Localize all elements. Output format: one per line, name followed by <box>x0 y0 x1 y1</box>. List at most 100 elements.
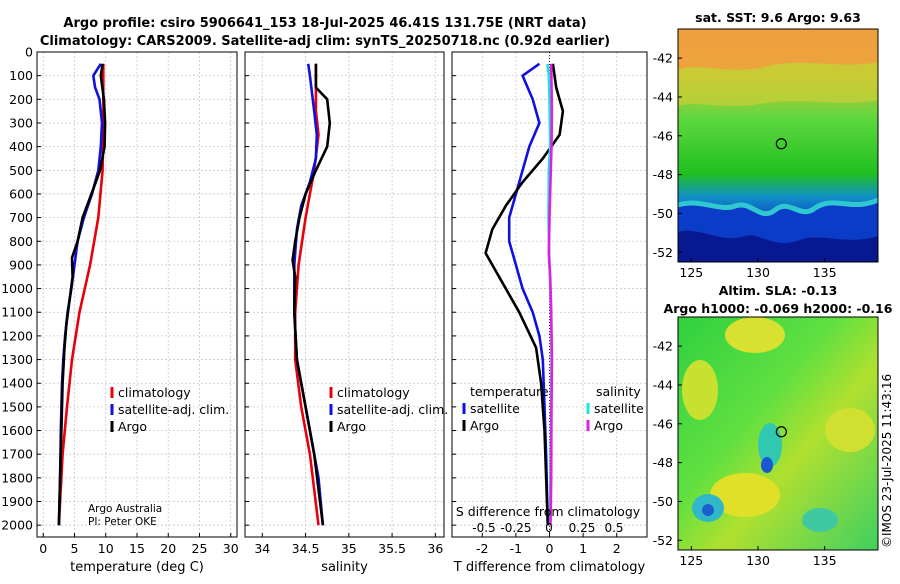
map-x-tick-label: 135 <box>813 265 837 280</box>
salinity-tick-label: -0.5 <box>472 521 495 535</box>
legend-satellite-label: satellite-adj. clim. <box>337 402 448 417</box>
x-tick-label: 34 <box>254 541 270 556</box>
map-x-tick-label: 135 <box>813 553 837 568</box>
map-y-tick-label: -42 <box>653 339 673 354</box>
x-tick-label: 2 <box>613 541 621 556</box>
y-tick-label: 800 <box>9 234 33 249</box>
map-y-tick-label: -50 <box>653 206 673 221</box>
salinity-tick-label: 0.25 <box>569 521 596 535</box>
series-line-argo <box>57 63 107 526</box>
x-tick-label: 1 <box>579 541 587 556</box>
y-tick-label: 900 <box>9 257 33 272</box>
legend-argo-label: Argo <box>337 419 366 434</box>
sla-yellow-blob <box>825 408 875 452</box>
timestamp: ©IMOS 23-Jul-2025 11:43:16 <box>880 374 894 548</box>
map-y-tick-label: -52 <box>653 245 673 260</box>
sla-blue-blob <box>761 457 773 473</box>
sla-yellow-blob <box>725 317 785 353</box>
sla-map-title: Altim. SLA: -0.13 <box>719 283 838 298</box>
map-y-tick-label: -48 <box>653 167 673 182</box>
legend-s-argo-label: Argo <box>594 418 623 433</box>
difference-panel: -2 -1 0 1 2 T difference from climatology <box>451 51 648 575</box>
sst-deep-cold <box>678 230 878 262</box>
salinity-tick-label: -0.25 <box>500 521 531 535</box>
sla-cyan-blob <box>802 508 838 532</box>
x-tick-label: 20 <box>160 541 176 556</box>
map-y-tick-label: -44 <box>653 377 673 392</box>
y-tick-label: 1200 <box>1 328 33 343</box>
y-tick-label: 1300 <box>1 352 33 367</box>
credit-line2: PI: Peter OKE <box>88 516 157 528</box>
argo-location-marker <box>775 138 787 150</box>
salinity-tick-label: 0 <box>545 521 553 535</box>
map-x-tick-label: 130 <box>746 553 770 568</box>
y-tick-label: 1600 <box>1 423 33 438</box>
map-y-tick-label: -46 <box>653 128 673 143</box>
sst-map: sat. SST: 9.6 Argo: 9.63 125 130 135 -42 -44… <box>653 10 879 280</box>
map-y-tick-label: -46 <box>653 416 673 431</box>
map-x-tick-label: 125 <box>679 265 703 280</box>
legend-argo-label: Argo <box>118 419 147 434</box>
series-line-temperature-argo <box>484 63 565 526</box>
salinity-tick-label: 0.5 <box>604 521 623 535</box>
y-tick-label: 1500 <box>1 399 33 414</box>
x-axis-label: salinity <box>321 560 368 575</box>
legend-s-satellite-label: satellite <box>594 401 644 416</box>
y-tick-label: 600 <box>9 186 33 201</box>
sla-yellow-blob <box>710 473 780 517</box>
legend-salinity-title: salinity <box>596 384 641 399</box>
series-line-climatology <box>57 63 105 526</box>
map-y-tick-label: -42 <box>653 51 673 66</box>
x-tick-label: -2 <box>476 541 488 556</box>
series-line-temperature-satellite <box>507 62 550 526</box>
sla-map-subtitle: Argo h1000: -0.069 h2000: -0.16 <box>664 301 893 316</box>
x-tick-label: 15 <box>129 541 145 556</box>
legend-t-argo-label: Argo <box>470 418 499 433</box>
series-line-climatology <box>293 63 320 526</box>
map-x-tick-label: 130 <box>746 265 770 280</box>
legend-climatology-label: climatology <box>118 385 191 400</box>
salinity-panel: 34 34.5 35 35.5 36 salinity <box>244 51 445 575</box>
legend-climatology-label: climatology <box>337 385 410 400</box>
y-tick-label: 2000 <box>1 518 33 533</box>
y-tick-label: 1700 <box>1 447 33 462</box>
y-tick-label: 1800 <box>1 470 33 485</box>
x-tick-label: 25 <box>192 541 208 556</box>
map-y-tick-label: -50 <box>653 494 673 509</box>
title-line2: Climatology: CARS2009. Satellite-adj cli… <box>40 34 610 49</box>
x-tick-label: 5 <box>71 541 79 556</box>
sla-blue-blob <box>702 504 714 516</box>
legend-t-satellite-label: satellite <box>470 401 520 416</box>
sst-yellow-band <box>678 62 878 106</box>
series-line-salinity-argo <box>547 63 554 526</box>
y-tick-label: 300 <box>9 115 33 130</box>
y-tick-label: 1900 <box>1 494 33 509</box>
sst-frame <box>677 28 879 263</box>
y-tick-label: 0 <box>25 45 33 60</box>
legend-satellite-label: satellite-adj. clim. <box>118 402 229 417</box>
temperature-legend: climatology satellite-adj. clim. Argo Ar… <box>88 385 229 528</box>
axes-frame <box>244 51 445 538</box>
x-tick-label: -1 <box>510 541 522 556</box>
map-y-tick-label: -44 <box>653 89 673 104</box>
x-tick-label: 36 <box>427 541 443 556</box>
y-tick-label: 400 <box>9 139 33 154</box>
y-tick-label: 500 <box>9 163 33 178</box>
temperature-panel: 0 5 10 15 20 25 30 temperature (deg C) 0 100 200 30… <box>1 45 239 576</box>
sla-yellow-blob <box>682 360 718 420</box>
x-tick-label: 10 <box>98 541 114 556</box>
sst-map-title: sat. SST: 9.6 Argo: 9.63 <box>695 10 861 25</box>
y-tick-label: 1100 <box>1 305 33 320</box>
difference-legend: temperature satellite Argo salinity sate… <box>456 384 644 535</box>
x-tick-label: 0 <box>39 541 47 556</box>
credit-line1: Argo Australia <box>88 503 162 515</box>
map-y-tick-label: -52 <box>653 533 673 548</box>
x-tick-label: 35 <box>341 541 357 556</box>
y-tick-label: 1000 <box>1 281 33 296</box>
salinity-legend: climatology satellite-adj. clim. Argo <box>329 385 448 434</box>
series-line-argo <box>291 63 332 526</box>
sst-front-cyan <box>678 197 878 217</box>
sla-map: Altim. SLA: -0.13 Argo h1000: -0.069 h20… <box>653 283 893 568</box>
x-tick-label: 0 <box>546 541 554 556</box>
